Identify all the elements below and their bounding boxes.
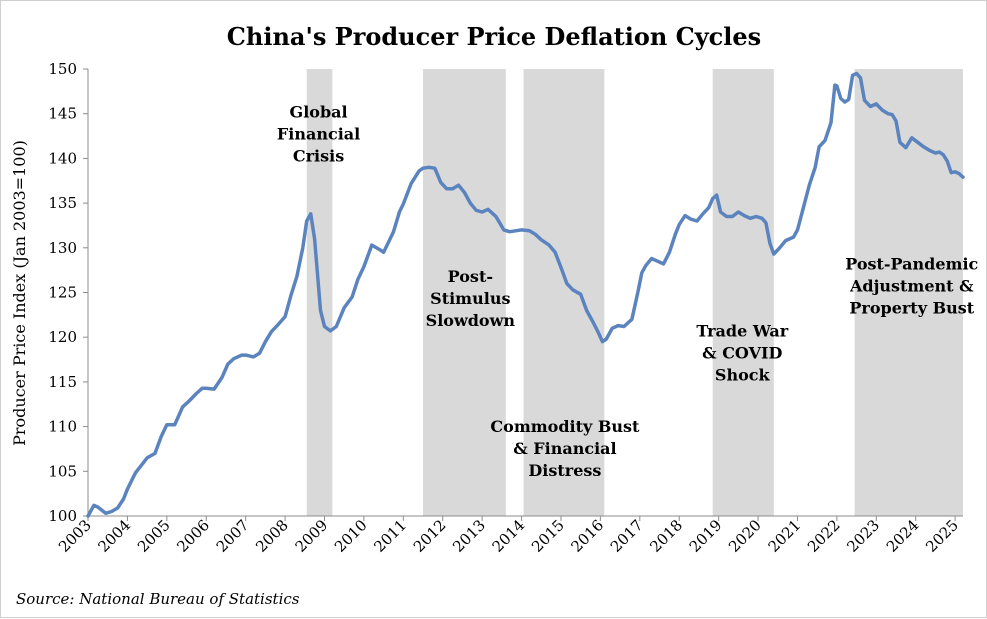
x-tick-label: 2009 (292, 516, 332, 556)
y-axis-label: Producer Price Index (Jan 2003=100) (10, 140, 29, 446)
x-tick-label: 2016 (567, 516, 607, 556)
period-label-line: Commodity Bust (490, 417, 640, 436)
y-tick-label: 150 (48, 60, 77, 78)
period-label-line: Distress (528, 461, 601, 480)
x-tick-label: 2007 (213, 516, 253, 556)
chart-title: China's Producer Price Deflation Cycles (227, 22, 761, 51)
period-label-line: Crisis (293, 146, 344, 165)
period-label-2: Post- Stimulus Slowdown (426, 267, 516, 330)
x-tick-label: 2023 (843, 516, 883, 556)
x-tick-label: 2005 (134, 516, 174, 556)
shaded-period-4 (712, 69, 774, 516)
period-label-line: Stimulus (430, 289, 510, 308)
shaded-periods (306, 69, 963, 516)
x-tick-label: 2018 (646, 516, 686, 556)
period-label-line: Global (290, 102, 348, 121)
period-label-3: Commodity Bust & Financial Distress (490, 417, 640, 480)
y-tick-label: 135 (48, 194, 77, 212)
x-tick-label: 2004 (95, 516, 135, 556)
period-label-line: Property Bust (849, 298, 974, 317)
period-label-1: Global Financial Crisis (277, 102, 360, 165)
x-tick-label: 2012 (410, 516, 450, 556)
x-tick-label: 2013 (449, 516, 489, 556)
x-tick-label: 2019 (686, 516, 726, 556)
x-tick-label: 2014 (489, 516, 529, 556)
series-line-1 (86, 71, 965, 518)
source-note: Source: National Bureau of Statistics (16, 590, 300, 608)
x-tick-label: 2008 (252, 516, 292, 556)
y-tick-label: 125 (48, 284, 77, 302)
period-label-4: Trade War & COVID Shock (696, 321, 788, 384)
shaded-period-2 (423, 69, 506, 516)
period-label-line: Post- (448, 267, 493, 286)
x-tick-label: 2006 (173, 516, 213, 556)
y-tick-label: 120 (48, 328, 77, 346)
x-tick-label: 2024 (883, 516, 923, 556)
y-tick-label: 110 (48, 418, 77, 436)
x-tick-label: 2021 (765, 516, 805, 556)
x-tick-label: 2022 (804, 516, 844, 556)
y-tick-label: 130 (48, 239, 77, 257)
y-tick-label: 140 (48, 149, 77, 167)
x-tick-label: 2025 (922, 516, 962, 556)
series-layer (86, 71, 965, 518)
period-label-line: Adjustment & (849, 276, 974, 295)
period-label-line: & Financial (513, 439, 616, 458)
period-labels: Global Financial Crisis Post- Stimulus Slowdo… (277, 102, 979, 480)
x-tick-label: 2010 (331, 516, 371, 556)
x-tick-label: 2020 (725, 516, 765, 556)
period-label-line: Shock (715, 365, 771, 384)
y-tick-label: 145 (48, 105, 77, 123)
y-tick-label: 105 (48, 462, 77, 480)
period-label-5: Post-Pandemic Adjustment & Property Bust (845, 254, 978, 317)
period-label-line: Trade War (696, 321, 788, 340)
x-tick-label: 2015 (528, 516, 568, 556)
shaded-period-3 (523, 69, 605, 516)
x-tick-label: 2017 (607, 516, 647, 556)
period-label-line: & COVID (702, 343, 782, 362)
x-tick-label: 2011 (370, 516, 410, 556)
y-tick-label: 115 (48, 373, 77, 391)
period-label-line: Financial (277, 124, 360, 143)
period-label-line: Post-Pandemic (845, 254, 978, 273)
y-tick-label: 100 (48, 507, 77, 525)
period-label-line: Slowdown (426, 311, 516, 330)
